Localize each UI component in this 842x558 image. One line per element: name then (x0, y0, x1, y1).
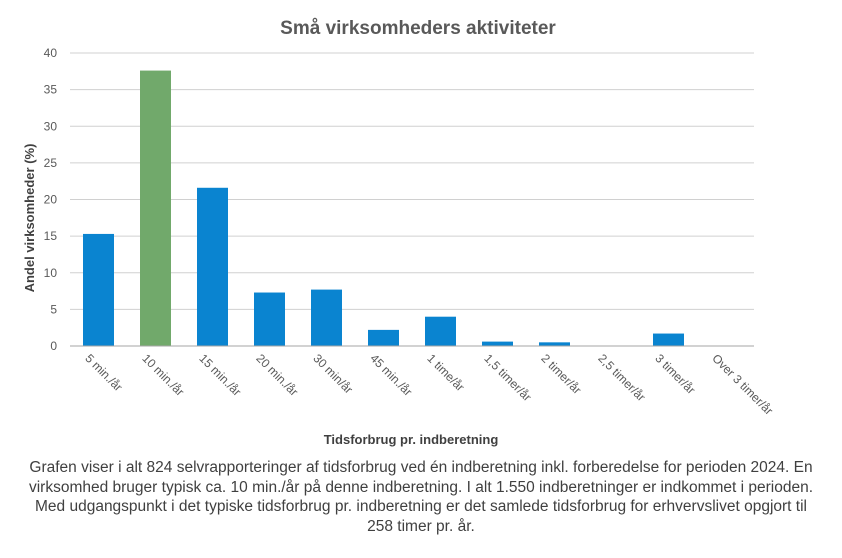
y-tick-label: 25 (44, 156, 58, 170)
y-tick-label: 10 (44, 266, 58, 280)
x-tick-label: 20 min./år (253, 351, 301, 399)
x-tick-label: 45 min./år (367, 351, 415, 399)
bars (83, 70, 684, 346)
y-tick-label: 30 (44, 119, 58, 133)
chart-caption: Grafen viser i alt 824 selvrapporteringe… (28, 459, 814, 535)
bar (254, 292, 285, 346)
y-tick-label: 5 (50, 302, 57, 316)
bar (425, 316, 456, 346)
x-tick-label: Over 3 timer/år (709, 351, 775, 417)
bar (482, 341, 513, 346)
y-tick-label: 35 (44, 83, 58, 97)
bar (83, 233, 114, 346)
y-tick-label: 40 (44, 46, 58, 60)
bar (197, 187, 228, 346)
bar (140, 70, 171, 346)
x-tick-label: 30 min/år (310, 351, 355, 396)
bar (311, 289, 342, 346)
x-axis-title: Tidsforbrug pr. indberetning (324, 432, 499, 447)
y-axis-ticks: 0 5 10 15 20 25 30 35 40 (44, 46, 58, 353)
x-tick-label: 1,5 timer/år (481, 351, 534, 404)
y-axis-title: Andel virksomheder (%) (22, 144, 37, 293)
x-tick-label: 10 min./år (139, 351, 187, 399)
x-tick-label: 2 timer/år (538, 351, 584, 397)
y-tick-label: 0 (50, 339, 57, 353)
x-tick-label: 1 time/år (424, 351, 467, 394)
y-tick-label: 15 (44, 229, 58, 243)
y-tick-label: 20 (44, 193, 58, 207)
x-axis-ticks: 5 min./år 10 min./år 15 min./år 20 min./år 3… (82, 351, 775, 417)
gridlines (70, 52, 754, 310)
bar (368, 329, 399, 346)
x-tick-label: 15 min./år (196, 351, 244, 399)
x-tick-label: 2,5 timer/år (595, 351, 648, 404)
bar (653, 333, 684, 346)
x-tick-label: 5 min./år (82, 351, 125, 394)
x-tick-label: 3 timer/år (652, 351, 698, 397)
bar (539, 342, 570, 346)
bar-chart: Små virksomheders aktiviteter 0 5 10 15 20 25… (22, 18, 776, 447)
chart-title: Små virksomheders aktiviteter (280, 18, 556, 39)
